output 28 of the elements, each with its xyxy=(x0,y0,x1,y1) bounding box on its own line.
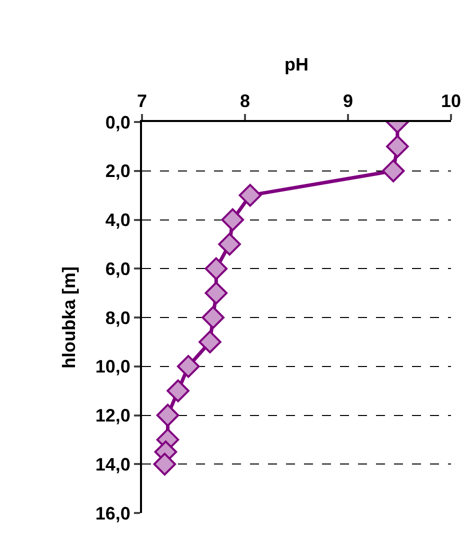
y-tick-label: 12,0 xyxy=(95,406,130,426)
x-tick-label: 7 xyxy=(136,90,148,111)
y-tick-label: 14,0 xyxy=(95,454,130,474)
point xyxy=(204,257,228,280)
y-tick-label: 2,0 xyxy=(105,161,130,182)
y-axis-title: hloubka [m] xyxy=(59,266,80,368)
point xyxy=(221,208,244,232)
point xyxy=(156,404,180,427)
point xyxy=(202,306,224,329)
x-tick-label: 10 xyxy=(440,90,462,111)
point xyxy=(198,330,222,354)
point xyxy=(218,232,241,256)
y-tick-label: 4,0 xyxy=(105,210,130,230)
x-tick-label: 9 xyxy=(342,90,354,111)
point xyxy=(386,135,409,158)
point xyxy=(166,379,190,402)
y-tick-label: 16,0 xyxy=(95,503,130,524)
point xyxy=(204,282,228,304)
y-tick-label: 8,0 xyxy=(105,308,130,328)
point xyxy=(153,452,176,476)
point xyxy=(238,184,262,207)
x-tick-label: 8 xyxy=(240,90,250,111)
x-axis-title: pH xyxy=(284,54,308,74)
y-tick-label: 10,0 xyxy=(95,356,130,377)
point xyxy=(382,159,405,182)
point xyxy=(176,354,200,378)
y-tick-label: 0,0 xyxy=(105,112,130,132)
y-tick-label: 6,0 xyxy=(105,258,130,279)
